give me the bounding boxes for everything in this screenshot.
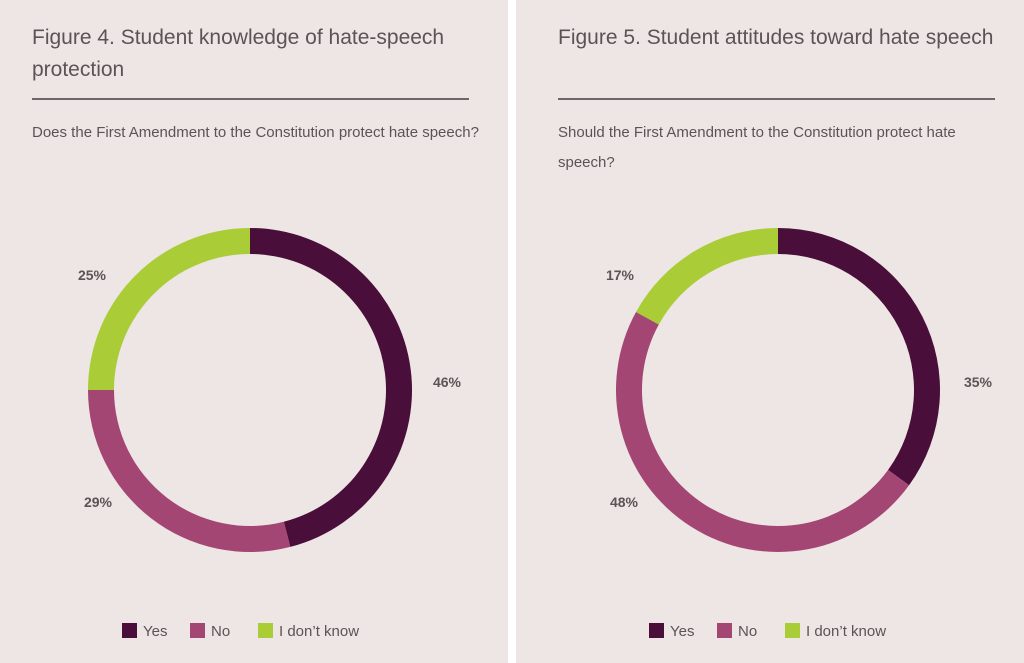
legend-item-dont-know: I don’t know bbox=[785, 620, 886, 644]
legend-item-yes: Yes bbox=[649, 620, 694, 644]
title-divider bbox=[558, 98, 995, 100]
slice-label-no: 29% bbox=[84, 494, 113, 510]
legend-swatch-yes bbox=[122, 623, 137, 638]
figure-4-panel: Figure 4. Student knowledge of hate-spee… bbox=[0, 0, 508, 663]
legend-swatch-no bbox=[717, 623, 732, 638]
legend-label-yes: Yes bbox=[143, 623, 168, 640]
legend-swatch-no bbox=[190, 623, 205, 638]
legend-swatch-dont-know bbox=[785, 623, 800, 638]
legend-label-dont-know: I don’t know bbox=[279, 623, 360, 640]
figure-4-donut-chart: 46% 29% 25% bbox=[78, 228, 462, 552]
figure-4-legend: Yes No I don’t know bbox=[0, 620, 508, 644]
figure-4-title: Figure 4. Student knowledge of hate-spee… bbox=[32, 26, 445, 81]
donut-slice-yes bbox=[778, 228, 940, 486]
legend-item-no: No bbox=[717, 620, 757, 644]
donut-slice-dont-know bbox=[88, 228, 250, 390]
legend-label-no: No bbox=[738, 623, 758, 640]
slice-label-yes: 46% bbox=[433, 374, 462, 390]
legend-item-no: No bbox=[190, 620, 230, 644]
legend-label-yes: Yes bbox=[670, 623, 695, 640]
figure-4-question: Does the First Amendment to the Constitu… bbox=[32, 124, 479, 141]
donut-slice-dont-know bbox=[636, 228, 778, 325]
slice-label-no: 48% bbox=[610, 494, 639, 510]
figure-5-title: Figure 5. Student attitudes toward hate … bbox=[558, 26, 994, 49]
legend-item-yes: Yes bbox=[122, 620, 167, 644]
donut-slice-yes bbox=[250, 228, 412, 547]
title-divider bbox=[32, 98, 469, 100]
legend-swatch-yes bbox=[649, 623, 664, 638]
legend-swatch-dont-know bbox=[258, 623, 273, 638]
slice-label-yes: 35% bbox=[964, 374, 993, 390]
legend-item-dont-know: I don’t know bbox=[258, 620, 359, 644]
figure-5-legend: Yes No I don’t know bbox=[516, 620, 1024, 644]
slice-label-dont-know: 25% bbox=[78, 267, 107, 283]
legend-label-dont-know: I don’t know bbox=[806, 623, 887, 640]
donut-slice-no bbox=[88, 390, 291, 552]
figure-5-panel: Figure 5. Student attitudes toward hate … bbox=[516, 0, 1024, 663]
figure-5-question: Should the First Amendment to the Consti… bbox=[558, 124, 956, 171]
legend-label-no: No bbox=[211, 623, 231, 640]
slice-label-dont-know: 17% bbox=[606, 267, 635, 283]
figure-5-donut-chart: 35% 48% 17% bbox=[606, 228, 993, 553]
donut-slice-no bbox=[615, 311, 910, 553]
